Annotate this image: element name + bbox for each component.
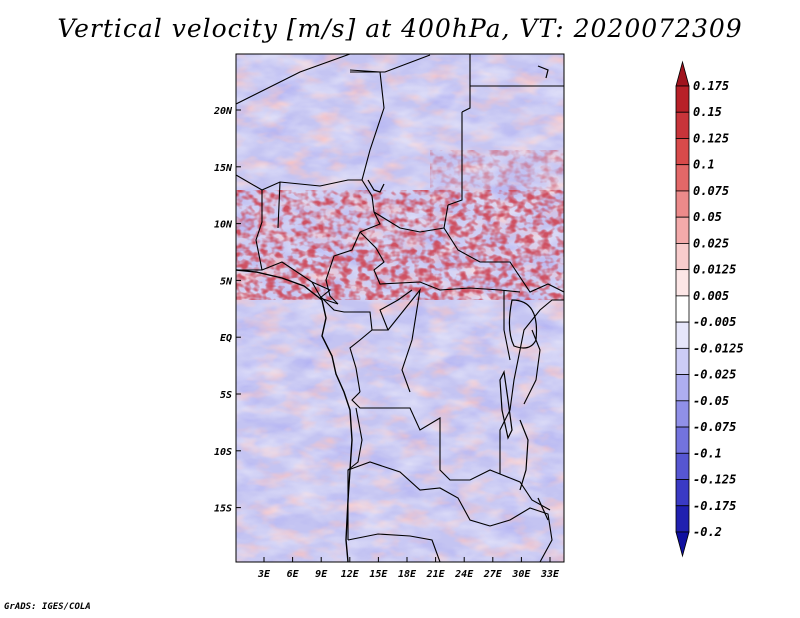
- lat-tick-label: EQ: [220, 333, 232, 344]
- colorbar-max-arrow: [675, 60, 690, 87]
- colorbar-label: -0.1: [693, 446, 722, 460]
- colorbar-label: -0.125: [693, 473, 736, 487]
- colorbar-label: 0.05: [693, 210, 722, 224]
- colorbar-label: 0.075: [693, 184, 729, 198]
- colorbar-min-arrow: [675, 531, 690, 558]
- colorbar-label: -0.025: [693, 368, 736, 382]
- colorbar-segment: [675, 452, 690, 480]
- colorbar-label: -0.0125: [693, 341, 744, 355]
- lat-tick-label: 15N: [214, 163, 233, 174]
- colorbar-segment: [675, 138, 690, 166]
- colorbar-label: 0.005: [693, 289, 729, 303]
- colorbar-segment: [675, 505, 690, 533]
- lon-tick-label: 30E: [511, 569, 531, 580]
- colorbar-segment: [675, 111, 690, 139]
- colorbar-label: 0.175: [693, 79, 729, 93]
- colorbar-label: -0.2: [693, 525, 722, 539]
- lon-tick-label: 9E: [315, 569, 328, 580]
- lat-tick-label: 10S: [214, 447, 232, 458]
- lat-tick-label: 5S: [220, 390, 232, 401]
- lon-tick-label: 3E: [257, 569, 271, 580]
- colorbar-label: 0.0125: [693, 263, 736, 277]
- colorbar-segment: [675, 426, 690, 454]
- colorbar-segment: [675, 374, 690, 402]
- colorbar-segment: [675, 269, 690, 297]
- lon-tick-label: 15E: [369, 569, 388, 580]
- lat-tick-label: 10N: [214, 220, 233, 231]
- map-frame: [235, 53, 565, 563]
- lon-tick-label: 12E: [341, 569, 360, 580]
- chart-title: Vertical velocity [m/s] at 400hPa, VT: 2…: [57, 14, 743, 43]
- lat-tick-label: 5N: [220, 276, 233, 287]
- colorbar-segment: [675, 400, 690, 428]
- colorbar-segment: [675, 85, 690, 113]
- lakes: [367, 65, 549, 521]
- lon-tick-label: 21E: [426, 569, 446, 580]
- country-borders: [236, 54, 564, 562]
- lon-tick-label: 24E: [454, 569, 474, 580]
- grads-credit: GrADS: IGES/COLA: [4, 602, 91, 612]
- lat-tick-label: 20N: [213, 106, 233, 117]
- longitude-axis: 3E 6E 9E 12E 15E 18E 21E 24E 27E 30E 33E: [257, 557, 560, 580]
- colorbar-label: 0.125: [693, 131, 729, 145]
- colorbar-segment: [675, 190, 690, 218]
- lon-tick-label: 33E: [540, 569, 560, 580]
- latitude-axis: 20N 15N 10N 5N EQ 5S 10S 15S: [213, 106, 241, 515]
- colorbar-segment: [675, 243, 690, 271]
- colorbar-segment: [675, 295, 690, 323]
- colorbar-segment: [675, 479, 690, 507]
- colorbar-label: -0.005: [693, 315, 736, 329]
- colorbar-segment: [675, 164, 690, 192]
- colorbar-segment: [675, 347, 690, 375]
- lon-tick-label: 18E: [398, 569, 417, 580]
- lat-tick-label: 15S: [214, 504, 232, 515]
- colorbar-label: 0.1: [693, 158, 715, 172]
- colorbar-label: -0.075: [693, 420, 736, 434]
- colorbar-label: -0.175: [693, 499, 736, 513]
- colorbar-label: -0.05: [693, 394, 729, 408]
- colorbar: 0.175 0.15 0.125 0.1 0.075 0.05 0.025 0.0125 0.0…: [675, 60, 744, 558]
- colorbar-label: 0.15: [693, 105, 722, 119]
- colorbar-label: 0.025: [693, 236, 729, 250]
- velocity-field: [236, 54, 564, 562]
- lon-tick-label: 6E: [287, 569, 300, 580]
- colorbar-segment: [675, 321, 690, 349]
- coastline: [236, 269, 353, 562]
- lon-tick-label: 27E: [483, 569, 503, 580]
- colorbar-segment: [675, 216, 690, 244]
